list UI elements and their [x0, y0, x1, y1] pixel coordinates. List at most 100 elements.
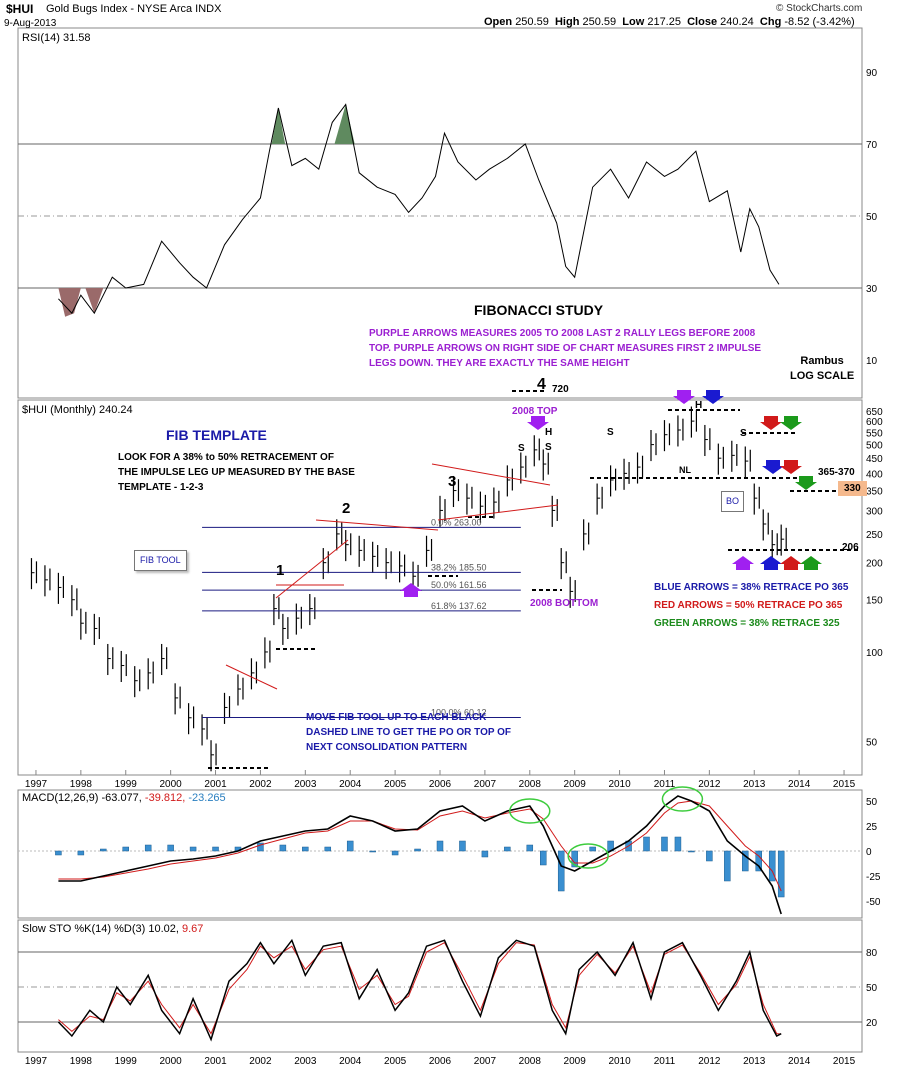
- macd-histogram-bar: [144, 844, 152, 852]
- x-tick-label: 2012: [698, 779, 721, 790]
- close-value: 240.24: [720, 16, 754, 28]
- x-tick-label: 2014: [788, 1056, 811, 1067]
- macd-histogram-bar: [755, 850, 762, 872]
- fib-template-text: LOOK FOR A 38% to 50% RETRACEMENT OF THE…: [118, 452, 355, 493]
- x-tick-label: 2012: [698, 1056, 721, 1067]
- macd-title-name: MACD(12,26,9): [22, 792, 99, 804]
- price-tick-label: 600: [866, 417, 883, 428]
- macd-panel: -50 -25 0 25 50: [18, 786, 881, 915]
- x-tick-label: 2001: [204, 779, 227, 790]
- purple-arrows-note: PURPLE ARROWS MEASURES 2005 TO 2008 LAST…: [369, 328, 762, 369]
- x-tick-label: 2010: [608, 779, 631, 790]
- x-tick-label: 2000: [160, 1056, 183, 1067]
- fib-level-label: 38.2% 185.50: [431, 562, 487, 572]
- macd-histogram-bar: [55, 850, 62, 856]
- price-tick-label: 500: [866, 441, 883, 452]
- high-value: 250.59: [582, 16, 617, 28]
- price-tick-label: 200: [866, 559, 883, 570]
- price-title: $HUI (Monthly) 240.24: [22, 404, 133, 416]
- wave-3-label: 3: [448, 473, 457, 490]
- macd-tick-label: 25: [866, 822, 878, 833]
- x-tick-label: 2008: [519, 779, 542, 790]
- fib-template-title: FIB TEMPLATE: [166, 427, 267, 443]
- rsi-tick-label: 50: [866, 212, 878, 223]
- po-330: 330: [838, 481, 867, 496]
- x-tick-label: 2015: [833, 1056, 856, 1067]
- panel-frames: [17, 27, 863, 1053]
- shoulder-left-2008: S: [518, 443, 525, 454]
- price-tick-label: 400: [866, 469, 883, 480]
- macd-histogram-bar: [481, 850, 489, 858]
- shoulder-right-2011: S: [740, 428, 747, 439]
- direction-arrow: [762, 460, 784, 474]
- open-label: Open: [484, 16, 513, 28]
- x-tick-label: 2007: [474, 1056, 497, 1067]
- x-tick-label: 2009: [564, 779, 587, 790]
- macd-histogram-bar: [706, 850, 713, 862]
- x-tick-label: 1997: [25, 1056, 48, 1067]
- red-trendline: [225, 664, 278, 690]
- low-value: 217.25: [647, 16, 681, 28]
- low-label: Low: [622, 16, 645, 28]
- x-tick-label: 2011: [654, 779, 676, 790]
- rsi-oversold-shade: [58, 288, 81, 317]
- green-arrows-note: GREEN ARROWS = 38% RETRACE 325: [654, 618, 840, 629]
- fib-level-label: 50.0% 161.56: [431, 580, 487, 590]
- x-tick-label: 2006: [429, 779, 452, 790]
- x-tick-label: 2002: [249, 779, 272, 790]
- macd-title-value: -63.077,: [101, 792, 142, 804]
- neckline-label: NL: [679, 465, 691, 475]
- macd-histogram-bar: [724, 850, 731, 882]
- macd-histogram-bar: [414, 848, 421, 852]
- breakout-label: BO: [721, 491, 745, 512]
- macd-histogram-bar: [643, 836, 650, 852]
- fib-tool-label: FIB TOOL: [134, 550, 187, 571]
- macd-histogram-bar: [369, 850, 376, 853]
- macd-tick-label: 50: [866, 797, 878, 808]
- x-tick-label: 2015: [833, 779, 856, 790]
- macd-histogram-bar: [459, 840, 466, 852]
- direction-arrow: [527, 416, 549, 430]
- x-tick-label: 2001: [204, 1056, 227, 1067]
- direction-arrow: [780, 416, 802, 430]
- rsi-tick-label: 90: [866, 68, 878, 79]
- direction-arrow: [780, 556, 802, 570]
- blue-arrows-note: BLUE ARROWS = 38% RETRACE PO 365: [654, 582, 849, 593]
- price-tick-label: 450: [866, 454, 883, 465]
- macd-line: [58, 795, 782, 915]
- po-365-370: 365-370: [818, 467, 855, 478]
- x-tick-label: 2002: [249, 1056, 272, 1067]
- sto-d-line: [58, 941, 782, 1035]
- chart-date: 9-Aug-2013: [4, 18, 57, 29]
- x-tick-label: 2004: [339, 1056, 362, 1067]
- red-trendline: [275, 539, 349, 599]
- macd-histogram-bar: [436, 840, 444, 852]
- x-tick-label: 2007: [474, 779, 497, 790]
- rsi-line: [58, 103, 780, 315]
- top-2008-label: 2008 TOP: [512, 406, 558, 417]
- macd-histogram-bar: [212, 846, 219, 852]
- fib-level-label: 0.0% 263.00: [431, 517, 482, 527]
- price-tick-label: 150: [866, 596, 883, 607]
- macd-histogram-bar: [346, 840, 354, 852]
- rambus-log-scale: Rambus LOG SCALE: [790, 355, 855, 382]
- x-tick-label: 2013: [743, 1056, 766, 1067]
- direction-arrow: [702, 390, 724, 404]
- direction-arrow: [780, 460, 802, 474]
- head-2011: H: [695, 400, 703, 411]
- price-tick-label: 350: [866, 487, 883, 498]
- x-tick-label: 2003: [294, 1056, 317, 1067]
- sto-title-k: 10.02,: [148, 923, 179, 935]
- macd-tick-label: -50: [866, 897, 881, 908]
- macd-title-signal: -39.812,: [144, 792, 186, 804]
- sto-frame: [17, 919, 863, 1053]
- ohlc-readout: Open 250.59 High 250.59 Low 217.25 Close…: [484, 16, 855, 28]
- macd-histogram-bar: [77, 850, 85, 856]
- x-tick-label: 2006: [429, 1056, 452, 1067]
- x-tick-label: 2005: [384, 1056, 407, 1067]
- fibonacci-study-title: FIBONACCI STUDY: [474, 302, 604, 318]
- x-axes: 1997 1998 1999 2000 2001 2002 2003 2004 2005 2006…: [25, 770, 856, 1067]
- price-tick-label: 100: [866, 648, 883, 659]
- macd-histogram-bar: [279, 844, 287, 852]
